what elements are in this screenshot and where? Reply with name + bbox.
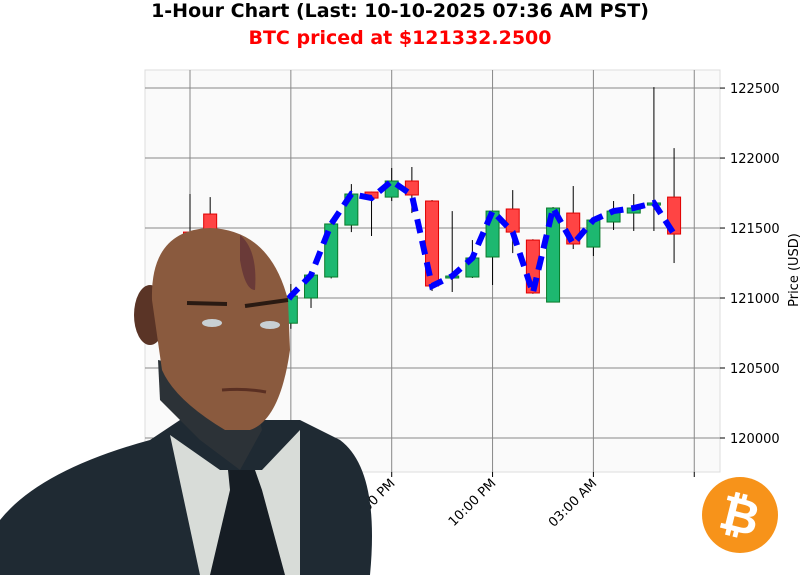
necktie	[210, 470, 285, 575]
y-axis-label: Price (USD)	[787, 233, 800, 307]
head	[151, 228, 290, 430]
y-tick-label: 120000	[730, 432, 780, 447]
candle-body-up	[546, 207, 561, 303]
eyebrow	[244, 298, 289, 308]
x-tick-label: 10:00 PM	[446, 476, 499, 529]
candle-body-down	[404, 180, 419, 196]
y-tick-label: 122500	[730, 82, 780, 97]
x-tick-label: 03:00 AM	[546, 476, 600, 530]
candle-body-down	[505, 208, 520, 233]
android-figure	[0, 228, 372, 575]
head-plate	[240, 235, 256, 290]
chart-title: 1-Hour Chart (Last: 10-10-2025 07:36 AM …	[151, 0, 649, 22]
mouth	[221, 387, 267, 394]
eyebrow	[186, 301, 228, 306]
eye	[202, 319, 222, 327]
chart-subtitle: BTC priced at $121332.2500	[248, 27, 552, 49]
bitcoin-logo: ₿	[702, 477, 778, 553]
y-tick-label: 120500	[730, 362, 780, 377]
y-tick-label: 122000	[730, 152, 780, 167]
y-tick-label: 121500	[730, 222, 780, 237]
eye	[260, 321, 280, 329]
y-tick-label: 121000	[730, 292, 780, 307]
